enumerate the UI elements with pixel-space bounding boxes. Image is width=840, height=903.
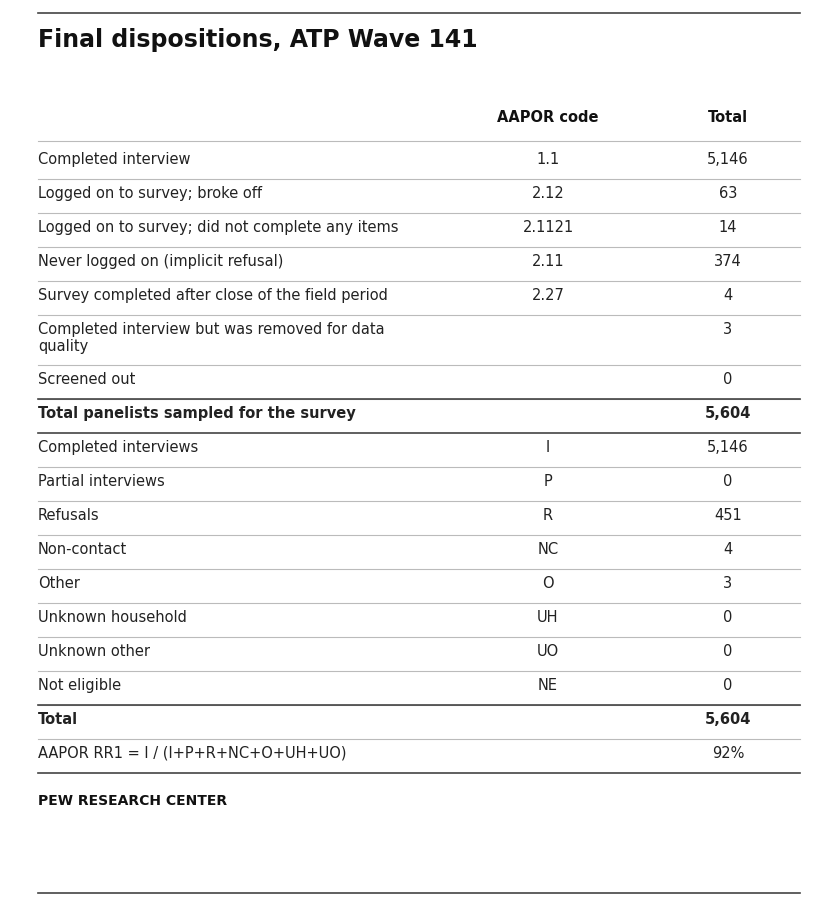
Text: Never logged on (implicit refusal): Never logged on (implicit refusal)	[38, 254, 283, 269]
Text: Partial interviews: Partial interviews	[38, 473, 165, 489]
Text: NC: NC	[538, 542, 559, 556]
Text: 451: 451	[714, 507, 742, 523]
Text: 14: 14	[719, 219, 738, 235]
Text: 5,146: 5,146	[707, 440, 748, 454]
Text: 4: 4	[723, 542, 732, 556]
Text: UH: UH	[538, 610, 559, 624]
Text: Total: Total	[708, 110, 748, 125]
Text: 92%: 92%	[711, 745, 744, 760]
Text: Final dispositions, ATP Wave 141: Final dispositions, ATP Wave 141	[38, 28, 478, 52]
Text: P: P	[543, 473, 553, 489]
Text: 3: 3	[723, 321, 732, 337]
Text: 4: 4	[723, 288, 732, 303]
Text: 0: 0	[723, 610, 732, 624]
Text: Completed interviews: Completed interviews	[38, 440, 198, 454]
Text: O: O	[542, 575, 554, 591]
Text: 0: 0	[723, 372, 732, 386]
Text: 2.11: 2.11	[532, 254, 564, 269]
Text: Completed interview: Completed interview	[38, 152, 191, 167]
Text: R: R	[543, 507, 553, 523]
Text: PEW RESEARCH CENTER: PEW RESEARCH CENTER	[38, 793, 227, 807]
Text: 2.1121: 2.1121	[522, 219, 574, 235]
Text: 5,604: 5,604	[705, 405, 751, 421]
Text: I: I	[546, 440, 550, 454]
Text: AAPOR RR1 = I / (I+P+R+NC+O+UH+UO): AAPOR RR1 = I / (I+P+R+NC+O+UH+UO)	[38, 745, 347, 760]
Text: Completed interview but was removed for data
quality: Completed interview but was removed for …	[38, 321, 385, 354]
Text: Non-contact: Non-contact	[38, 542, 127, 556]
Text: Screened out: Screened out	[38, 372, 135, 386]
Text: Logged on to survey; did not complete any items: Logged on to survey; did not complete an…	[38, 219, 398, 235]
Text: 374: 374	[714, 254, 742, 269]
Text: 2.12: 2.12	[532, 186, 564, 200]
Text: NE: NE	[538, 677, 558, 693]
Text: Survey completed after close of the field period: Survey completed after close of the fiel…	[38, 288, 388, 303]
Text: Unknown other: Unknown other	[38, 643, 150, 658]
Text: 0: 0	[723, 473, 732, 489]
Text: 5,146: 5,146	[707, 152, 748, 167]
Text: 0: 0	[723, 643, 732, 658]
Text: Unknown household: Unknown household	[38, 610, 186, 624]
Text: 0: 0	[723, 677, 732, 693]
Text: Not eligible: Not eligible	[38, 677, 121, 693]
Text: Total panelists sampled for the survey: Total panelists sampled for the survey	[38, 405, 356, 421]
Text: 1.1: 1.1	[537, 152, 559, 167]
Text: Other: Other	[38, 575, 80, 591]
Text: 5,604: 5,604	[705, 712, 751, 726]
Text: Total: Total	[38, 712, 78, 726]
Text: UO: UO	[537, 643, 559, 658]
Text: AAPOR code: AAPOR code	[497, 110, 599, 125]
Text: 63: 63	[719, 186, 738, 200]
Text: 3: 3	[723, 575, 732, 591]
Text: 2.27: 2.27	[532, 288, 564, 303]
Text: Refusals: Refusals	[38, 507, 100, 523]
Text: Logged on to survey; broke off: Logged on to survey; broke off	[38, 186, 262, 200]
